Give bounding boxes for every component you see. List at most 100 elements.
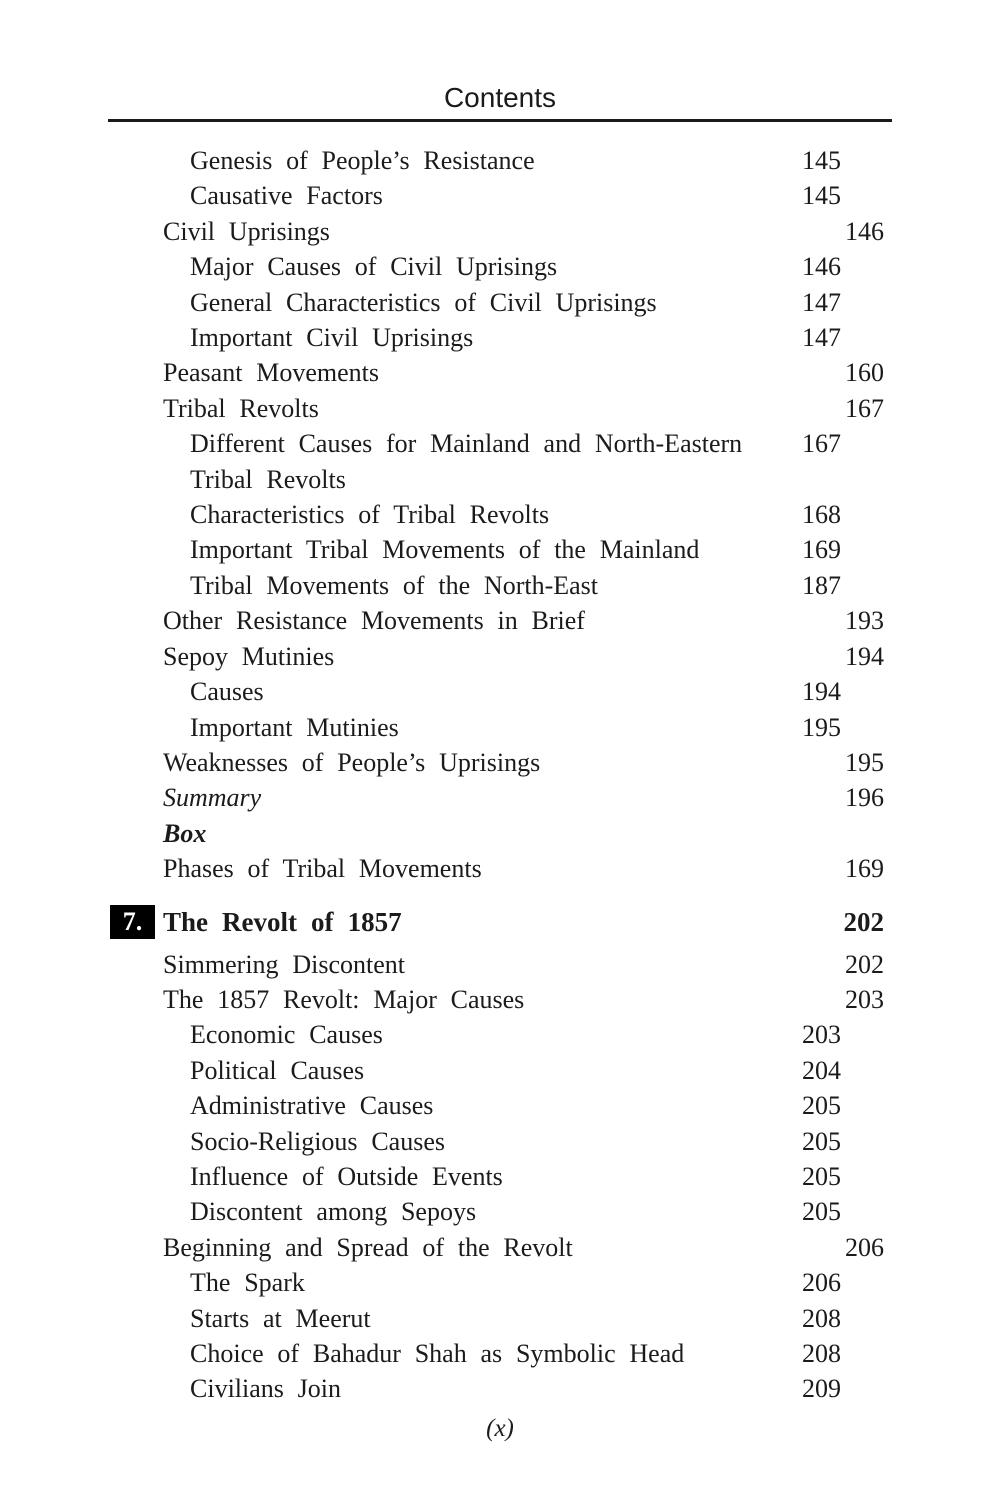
entry-label: Different Causes for Mainland and North-…	[190, 429, 743, 494]
entry-page-number: 208	[802, 1303, 841, 1333]
entry-page-number: 187	[802, 570, 841, 600]
toc-entry: Important Civil Uprisings 147	[108, 320, 892, 355]
toc-entry: Important Tribal Movements of the Mainla…	[108, 532, 892, 567]
entry-label: Choice of Bahadur Shah as Symbolic Head	[190, 1339, 685, 1368]
entry-label: Weaknesses of People’s Uprisings	[163, 747, 541, 777]
toc-entry: Simmering Discontent 202	[108, 947, 892, 982]
entry-label: Important Civil Uprisings	[190, 323, 474, 353]
entry-label: Beginning and Spread of the Revolt	[163, 1232, 573, 1262]
toc-entry: The 1857 Revolt: Major Causes 203	[108, 982, 892, 1017]
entry-page-number: 196	[845, 783, 884, 813]
toc-entry: Important Mutinies 195	[108, 710, 892, 745]
entry-page-number: 205	[802, 1197, 841, 1227]
entry-page-number: 167	[845, 393, 884, 423]
toc-entry: The Spark 206	[108, 1265, 892, 1300]
toc-entry: Economic Causes 203	[108, 1017, 892, 1052]
entry-label: Civilians Join	[190, 1374, 342, 1404]
toc-entry: Peasant Movements 160	[108, 355, 892, 390]
entry-label: Socio-Religious Causes	[190, 1126, 445, 1156]
toc-entry: Weaknesses of People’s Uprisings 195	[108, 745, 892, 780]
toc-entry: Tribal Revolts 167	[108, 391, 892, 426]
toc-entry: Different Causes for Mainland and North-…	[108, 426, 892, 497]
entry-label: Important Mutinies	[190, 712, 399, 742]
entry-page-number: 193	[845, 606, 884, 636]
entry-page-number: 195	[802, 712, 841, 742]
header-rule	[108, 119, 892, 122]
entry-label: Sepoy Mutinies	[163, 641, 335, 671]
toc-entry: Civil Uprisings 146	[108, 214, 892, 249]
entry-page-number: 145	[802, 181, 841, 211]
entry-label: Causes	[190, 677, 264, 707]
entry-page-number: 160	[845, 358, 884, 388]
entry-page-number: 202	[845, 949, 884, 979]
toc-entry: Socio-Religious Causes 205	[108, 1124, 892, 1159]
toc-entry: Other Resistance Movements in Brief 193	[108, 603, 892, 638]
entry-label: Phases of Tribal Movements	[163, 854, 482, 884]
entry-page-number: 146	[845, 216, 884, 246]
toc-entry: Causes 194	[108, 674, 892, 709]
entry-label: Genesis of People’s Resistance	[190, 146, 535, 175]
toc-entry: Starts at Meerut 208	[108, 1301, 892, 1336]
entry-page-number: 204	[802, 1055, 841, 1085]
entry-page-number: 206	[802, 1268, 841, 1298]
entry-label: General Characteristics of Civil Uprisin…	[190, 287, 657, 317]
entry-page-number: 194	[845, 641, 884, 671]
toc-entry: Sepoy Mutinies 194	[108, 639, 892, 674]
entry-page-number: 145	[802, 146, 841, 175]
toc-entry: Characteristics of Tribal Revolts 168	[108, 497, 892, 532]
entry-label: Tribal Revolts	[163, 393, 319, 423]
toc-entry: Summary 196	[108, 780, 892, 815]
page-title: Contents	[443, 82, 557, 113]
toc-entry: Administrative Causes 205	[108, 1088, 892, 1123]
chapter-title: The Revolt of 1857	[163, 906, 402, 937]
toc-entry: Box	[108, 816, 892, 851]
toc-entry: Beginning and Spread of the Revolt 206	[108, 1230, 892, 1265]
toc-entry: Choice of Bahadur Shah as Symbolic Head 2…	[108, 1336, 892, 1371]
entry-page-number: 206	[845, 1232, 884, 1262]
toc-entry: Political Causes 204	[108, 1053, 892, 1088]
entry-label: Causative Factors	[190, 181, 383, 211]
entry-label: Civil Uprisings	[163, 216, 330, 246]
entry-page-number: 146	[802, 252, 841, 282]
entry-page-number: 147	[802, 287, 841, 317]
toc-entry: Discontent among Sepoys 205	[108, 1194, 892, 1229]
entry-page-number: 195	[845, 747, 884, 777]
entry-label: Administrative Causes	[190, 1091, 434, 1121]
entry-page-number: 147	[802, 323, 841, 353]
entry-page-number: 167	[802, 429, 841, 459]
chapter-number-badge: 7.	[110, 904, 155, 939]
toc-entry: Genesis of People’s Resistance 145	[108, 143, 892, 178]
toc-entry: Phases of Tribal Movements 169	[108, 851, 892, 886]
entry-label: Other Resistance Movements in Brief	[163, 606, 585, 636]
entry-page-number: 169	[845, 854, 884, 884]
toc-entry: General Characteristics of Civil Uprisin…	[108, 285, 892, 320]
entry-label: Starts at Meerut	[190, 1303, 371, 1333]
entry-label: Peasant Movements	[163, 358, 379, 388]
entry-page-number: 168	[802, 500, 841, 530]
entry-label: The 1857 Revolt: Major Causes	[163, 984, 525, 1014]
entry-page-number: 209	[802, 1374, 841, 1404]
entry-label: Influence of Outside Events	[190, 1161, 503, 1191]
entry-page-number: 194	[802, 677, 841, 707]
toc-entry: Causative Factors 145	[108, 178, 892, 213]
entry-page-number: 203	[802, 1020, 841, 1050]
entry-label: Political Causes	[190, 1055, 365, 1085]
toc-entry: Tribal Movements of the North-East 187	[108, 568, 892, 603]
toc-entry: Civilians Join 209	[108, 1371, 892, 1406]
entry-page-number: 169	[802, 535, 841, 565]
entry-label: Tribal Movements of the North-East	[190, 570, 598, 600]
toc-entry: Influence of Outside Events 205	[108, 1159, 892, 1194]
entry-label: The Spark	[190, 1268, 305, 1298]
entry-page-number: 205	[802, 1091, 841, 1121]
entry-page-number: 202	[843, 906, 885, 937]
toc-list: Genesis of People’s Resistance 145 Causati…	[108, 143, 892, 1407]
toc-entry: Major Causes of Civil Uprisings 146	[108, 249, 892, 284]
entry-label: Economic Causes	[190, 1020, 383, 1050]
entry-label: Important Tribal Movements of the Mainla…	[190, 535, 700, 565]
entry-label: Simmering Discontent	[163, 949, 405, 979]
entry-label: Discontent among Sepoys	[190, 1197, 477, 1227]
entry-page-number: 205	[802, 1161, 841, 1191]
toc-chapter-entry: 7. The Revolt of 1857 202	[108, 903, 892, 941]
entry-label: Major Causes of Civil Uprisings	[190, 252, 558, 282]
